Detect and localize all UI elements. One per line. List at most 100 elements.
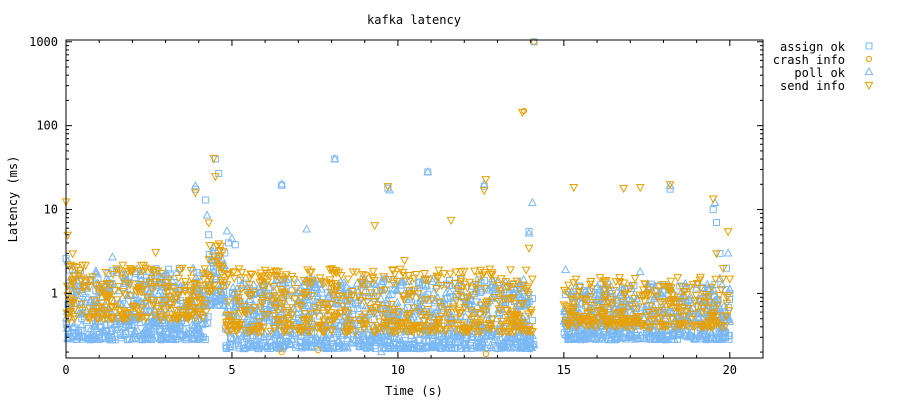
data-point [307,342,317,351]
data-point [398,276,408,285]
data-point [466,307,476,316]
data-point [695,285,705,294]
data-point [78,307,87,316]
data-point [392,297,402,306]
data-point [711,275,721,284]
data-point [257,299,267,308]
data-point [343,275,353,284]
data-point [301,288,311,298]
data-point [221,318,231,328]
data-point [673,298,683,307]
data-point [691,292,701,301]
data-point [386,300,396,310]
data-point [285,339,295,348]
data-point [490,293,500,303]
data-point [654,333,664,342]
data-point [181,281,191,290]
data-point [183,329,193,338]
data-point [270,312,280,321]
data-point [156,270,166,279]
data-point [283,321,293,330]
data-point [593,327,603,336]
data-point [522,285,532,294]
data-point [313,338,323,348]
data-point [343,343,352,352]
data-point [380,286,390,295]
data-point [237,274,247,283]
data-point [332,286,342,295]
data-point [359,325,369,334]
data-point [420,270,429,279]
data-point [680,278,690,288]
data-point [562,288,572,297]
data-point [517,109,527,118]
data-point [301,338,311,347]
data-point [189,284,199,293]
data-point [680,319,689,328]
data-point [442,330,452,339]
data-point [695,276,705,285]
data-point [148,333,158,342]
data-point [461,293,471,302]
data-point [363,281,373,290]
data-point [156,315,166,324]
data-point [74,287,84,296]
data-point [571,296,581,305]
data-point [107,304,117,313]
data-point [709,304,719,313]
data-point [673,314,682,323]
data-point [379,273,389,282]
data-point [489,277,499,286]
data-point [246,307,256,316]
data-point [454,326,464,335]
data-point [409,304,419,313]
data-point [370,222,380,231]
data-point [657,322,667,332]
data-point [271,305,281,314]
data-point [145,273,155,282]
data-point [365,305,375,314]
data-point [197,297,207,306]
data-point [457,275,464,283]
data-point [74,270,84,279]
data-point [502,328,512,337]
data-point [473,342,483,351]
data-point [338,341,348,350]
data-point [72,331,82,341]
data-point [379,330,389,339]
data-point [70,299,80,308]
data-point [393,308,403,317]
data-point [207,287,217,296]
data-point [680,287,690,297]
data-point [476,317,486,326]
data-point [718,265,728,274]
data-point [194,322,204,331]
data-point [101,268,111,278]
data-point [400,304,410,313]
data-point [193,293,203,302]
data-point [150,311,160,320]
data-point [427,295,437,304]
data-point [435,338,445,347]
data-point [405,290,414,299]
data-point [244,294,254,303]
data-point [640,334,650,343]
data-point [700,298,710,308]
data-point [409,334,419,343]
data-point [82,293,90,301]
data-point [235,324,244,333]
data-point [713,301,723,310]
data-point [621,334,631,343]
data-point [66,261,76,270]
data-point [418,274,428,283]
orange-marks [61,38,735,357]
data-point [476,301,486,310]
data-point [485,265,495,274]
data-point [663,322,673,331]
data-point [249,288,258,297]
data-point [716,323,726,332]
data-point [609,286,619,296]
data-point [389,327,399,336]
data-point [100,293,110,302]
data-point [660,334,670,343]
